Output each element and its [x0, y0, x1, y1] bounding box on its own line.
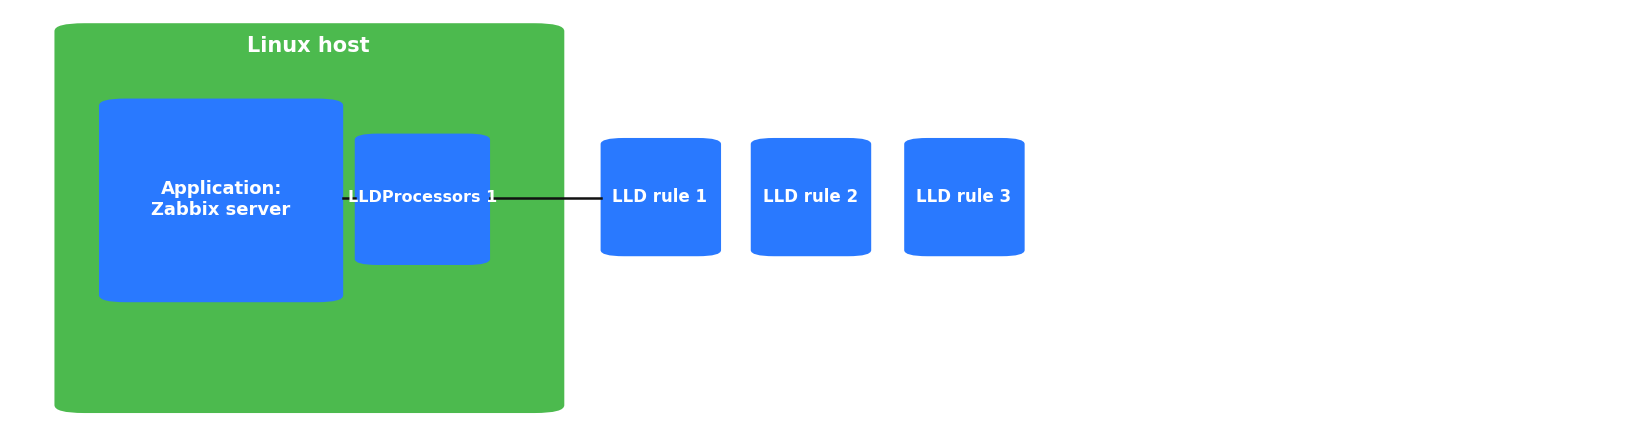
Text: LLD rule 1: LLD rule 1: [612, 188, 708, 206]
Text: LLDProcessors 1: LLDProcessors 1: [348, 191, 497, 205]
FancyBboxPatch shape: [601, 138, 721, 256]
FancyBboxPatch shape: [355, 134, 490, 265]
FancyBboxPatch shape: [54, 23, 564, 413]
FancyBboxPatch shape: [904, 138, 1025, 256]
Text: Linux host: Linux host: [248, 36, 370, 56]
FancyBboxPatch shape: [751, 138, 871, 256]
Text: LLD rule 2: LLD rule 2: [762, 188, 858, 206]
Text: Application:
Zabbix server: Application: Zabbix server: [152, 180, 290, 219]
Text: LLD rule 3: LLD rule 3: [916, 188, 1011, 206]
FancyBboxPatch shape: [99, 99, 343, 302]
